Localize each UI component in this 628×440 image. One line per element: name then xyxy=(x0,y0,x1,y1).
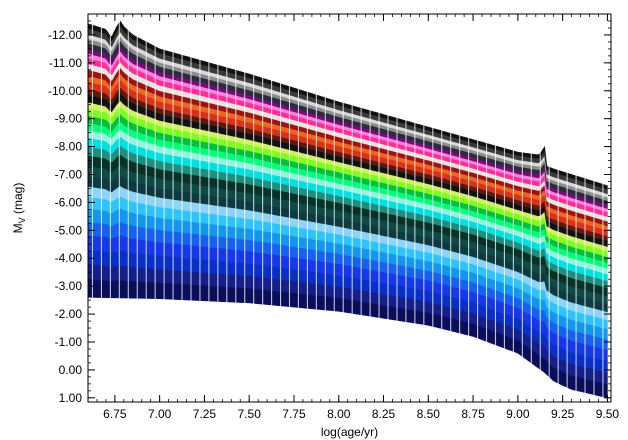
y-axis-title-subscript: V xyxy=(17,217,27,223)
y-tick-label: -2.00 xyxy=(55,307,83,321)
x-tick-label: 8.75 xyxy=(461,407,485,421)
y-tick-label: -6.00 xyxy=(55,195,83,209)
x-tick-label: 9.25 xyxy=(551,407,575,421)
x-tick-label: 8.00 xyxy=(327,407,351,421)
y-tick-label: -3.00 xyxy=(55,279,83,293)
plot-frame xyxy=(87,13,612,403)
x-tick-label: 9.50 xyxy=(596,407,620,421)
y-tick-label: 0.00 xyxy=(59,363,83,377)
x-axis-title: log(age/yr) xyxy=(321,425,378,439)
y-tick-label: -8.00 xyxy=(55,140,83,154)
color-band-31 xyxy=(88,20,608,190)
y-tick-label: -4.00 xyxy=(55,251,83,265)
y-tick-label: -7.00 xyxy=(55,168,83,182)
axes: 6.75 7.00 7.25 7.50 7.75 8.00 8.25 8.50 8.75 9.00… xyxy=(48,13,620,421)
y-tick-label: -10.00 xyxy=(48,84,82,98)
y-axis-title: MV (mag) xyxy=(11,183,27,234)
y-tick-label: -11.00 xyxy=(49,56,82,70)
x-tick-label: 6.75 xyxy=(103,407,127,421)
y-tick-label: -5.00 xyxy=(55,223,83,237)
plot-area xyxy=(88,20,608,399)
x-tick-label: 7.75 xyxy=(282,407,306,421)
x-tick-label: 7.50 xyxy=(238,407,262,421)
x-tick-label: 8.25 xyxy=(372,407,396,421)
x-tick-label: 7.25 xyxy=(193,407,217,421)
y-axis-title-unit: (mag) xyxy=(11,183,25,218)
y-tick-label: -1.00 xyxy=(55,335,83,349)
x-tick-label: 7.00 xyxy=(148,407,172,421)
y-tick-label: -9.00 xyxy=(55,112,83,126)
x-tick-label: 8.50 xyxy=(417,407,441,421)
y-tick-label: -12.00 xyxy=(48,28,82,42)
x-tick-label: 9.00 xyxy=(506,407,530,421)
y-axis-title-main: M xyxy=(11,223,25,233)
y-tick-label: 1.00 xyxy=(59,391,83,405)
